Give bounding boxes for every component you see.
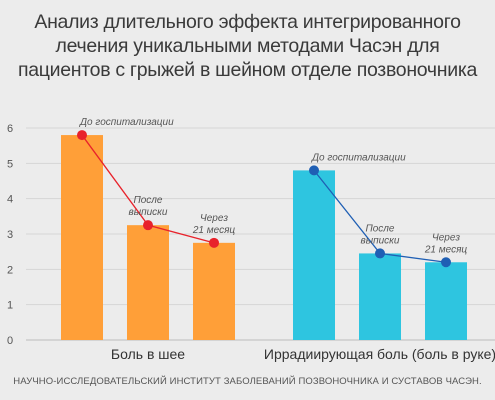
data-point — [441, 257, 451, 268]
category-label: Боль в шее — [111, 346, 185, 362]
y-tick-label: 3 — [7, 229, 13, 241]
data-point — [77, 130, 87, 141]
data-point — [143, 220, 153, 231]
y-tick-label: 5 — [7, 158, 13, 170]
y-tick-label: 2 — [7, 264, 13, 276]
grid-lines — [26, 127, 495, 341]
y-tick-label: 6 — [7, 123, 13, 135]
chart-title-line-3: пациентов с грыжей в шейном отделе позво… — [17, 59, 478, 81]
y-axis: 0 1 2 3 4 5 6 — [7, 123, 13, 347]
category-label: Иррадиирующая боль (боль в руке) — [264, 346, 495, 362]
bar — [127, 225, 169, 340]
y-tick-label: 4 — [7, 194, 13, 206]
data-point — [309, 165, 319, 176]
chart-title-line-2: лечения уникальными методами Часэн для — [55, 35, 440, 57]
chart-title: Анализ длительного эффекта интегрированн… — [0, 10, 495, 82]
bar — [293, 170, 335, 340]
trend-lines — [77, 130, 451, 268]
point-annotation: После выписки — [361, 223, 400, 246]
bars — [61, 135, 467, 340]
footer-source: НАУЧНО-ИССЛЕДОВАТЕЛЬСКИЙ ИНСТИТУТ ЗАБОЛЕ… — [13, 376, 482, 387]
data-point — [375, 248, 385, 259]
y-tick-label: 0 — [7, 335, 13, 347]
point-annotation: После выписки — [129, 195, 168, 218]
data-point — [209, 237, 219, 248]
bar — [425, 262, 467, 340]
bar — [193, 242, 235, 340]
y-tick-label: 1 — [7, 300, 13, 312]
point-annotation: Через 21 месяц — [424, 232, 468, 255]
category-labels: Боль в шее Иррадиирующая боль (боль в рук… — [111, 346, 495, 362]
point-annotation: До госпитализации — [311, 152, 406, 163]
point-annotation: До госпитализации — [79, 117, 174, 128]
bar — [61, 135, 103, 340]
bar — [359, 253, 401, 340]
annotations: До госпитализации После выписки Через 21 мес… — [79, 117, 467, 255]
chart-title-line-1: Анализ длительного эффекта интегрированн… — [34, 11, 461, 33]
point-annotation: Через 21 месяц — [192, 213, 236, 236]
